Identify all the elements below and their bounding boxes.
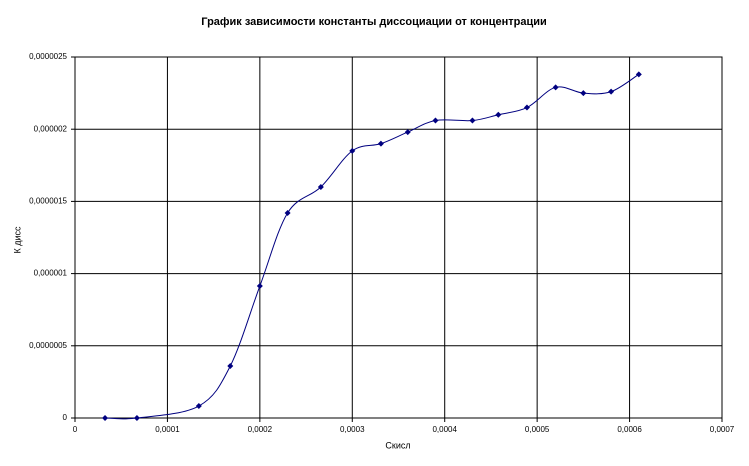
x-tick-label: 0,0007 — [710, 425, 735, 434]
x-tick-label: 0,0005 — [525, 425, 550, 434]
y-tick-label: 0,0000015 — [29, 197, 67, 206]
x-axis-label: Скисл — [385, 440, 410, 450]
point — [580, 90, 587, 97]
point — [317, 183, 324, 190]
point — [195, 403, 202, 410]
y-axis-label: К дисс — [12, 226, 22, 254]
x-tick-label: 0 — [73, 425, 78, 434]
point — [133, 415, 140, 421]
x-tick-label: 0,0006 — [617, 425, 642, 434]
plot-area — [74, 56, 723, 419]
y-tick-label: 0,0000025 — [29, 52, 67, 61]
y-tick-label: 0 — [63, 413, 68, 422]
y-tick-label: 0,0000005 — [29, 341, 67, 350]
line — [105, 73, 640, 420]
point — [608, 88, 615, 95]
point — [523, 104, 530, 111]
chart-title: График зависимости константы диссоциации… — [201, 16, 547, 28]
point — [349, 147, 356, 154]
point — [284, 209, 291, 216]
point — [432, 117, 439, 124]
point — [469, 117, 476, 124]
point — [102, 415, 109, 421]
point — [495, 111, 502, 118]
y-tick-label: 0,000001 — [34, 269, 68, 278]
y-tick-label: 0,000002 — [34, 124, 68, 133]
point — [256, 283, 263, 290]
x-tick-label: 0,0003 — [340, 425, 365, 434]
x-tick-label: 0,0002 — [248, 425, 273, 434]
point — [227, 363, 234, 370]
point — [635, 71, 642, 78]
point — [377, 140, 384, 147]
point — [404, 129, 411, 136]
x-tick-label: 0,0004 — [432, 425, 457, 434]
point — [552, 84, 559, 91]
x-tick-label: 0,0001 — [155, 425, 180, 434]
